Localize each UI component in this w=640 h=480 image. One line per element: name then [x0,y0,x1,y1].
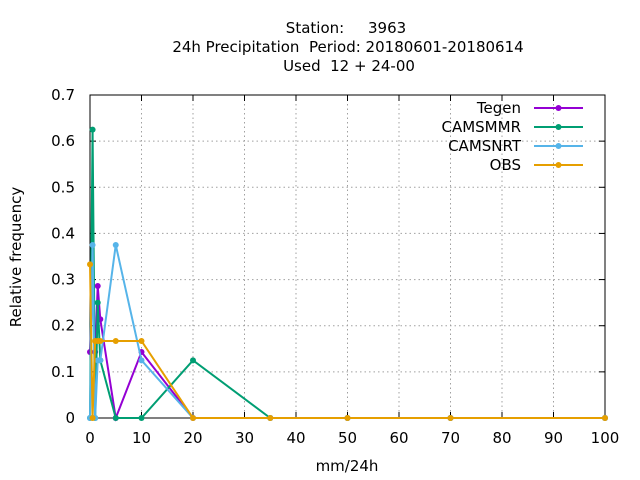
title-line-2: 24h Precipitation Period: 20180601-20180… [172,38,523,56]
data-point-camsnrt [138,357,145,364]
legend-label-camsmmr: CAMSMMR [441,118,521,136]
y-tick-label: 0.1 [51,363,75,381]
grid [90,95,605,418]
data-point-obs [190,415,196,421]
data-point-obs [344,415,351,421]
legend-marker-obs [555,162,562,168]
x-tick-label: 100 [591,429,620,447]
data-point-obs [267,415,274,421]
title-line-1: Station: 3963 [286,19,406,37]
y-tick-label: 0 [65,409,75,427]
x-tick-label: 90 [544,429,563,447]
data-point-obs [89,415,96,421]
x-axis-label: mm/24h [316,457,379,475]
data-point-camsmmr [138,415,145,421]
x-tick-label: 80 [492,429,511,447]
x-tick-label: 40 [286,429,305,447]
series-line-obs [89,264,605,419]
legend-marker-camsnrt [555,143,562,149]
x-tick-label: 50 [338,429,357,447]
x-tick-label: 10 [132,429,151,447]
data-point-obs [87,261,93,268]
tick-labels: 0 10 20 30 40 50 60 70 80 90 100 0 0.1 0.2 0.3 0.4 0.5 0.… [51,86,619,447]
series-group [87,126,608,422]
legend-marker-tegen [555,105,562,111]
data-point-camsmmr [112,415,119,421]
x-tick-label: 70 [441,429,460,447]
data-point-camsnrt [97,357,104,364]
title-line-3: Used 12 + 24-00 [283,57,415,75]
legend-label-tegen: Tegen [476,99,521,117]
data-point-obs [447,415,454,421]
x-tick-label: 30 [235,429,254,447]
data-point-camsnrt [112,241,119,248]
y-axis-label: Relative frequency [7,187,25,328]
chart-title: Station: 3963 24h Precipitation Period: … [172,19,523,75]
y-tick-label: 0.6 [51,132,75,150]
legend-label-obs: OBS [490,156,521,174]
data-point-obs [112,337,119,344]
data-point-obs [602,415,608,421]
data-point-camsmmr [89,126,96,133]
y-tick-label: 0.7 [51,86,75,104]
legend-label-camsnrt: CAMSNRT [448,137,522,155]
legend-marker-camsmmr [555,124,562,130]
data-point-obs [97,337,104,344]
x-tick-label: 20 [183,429,202,447]
x-tick-label: 60 [389,429,408,447]
y-tick-label: 0.3 [51,271,75,289]
y-tick-label: 0.4 [51,224,75,242]
data-point-camsmmr [94,299,101,306]
data-point-obs [138,337,145,344]
y-tick-label: 0.2 [51,317,75,335]
y-tick-label: 0.5 [51,178,75,196]
x-tick-label: 0 [85,429,95,447]
data-point-camsmmr [190,357,196,364]
data-point-tegen [94,283,101,290]
data-point-camsnrt [89,241,96,248]
